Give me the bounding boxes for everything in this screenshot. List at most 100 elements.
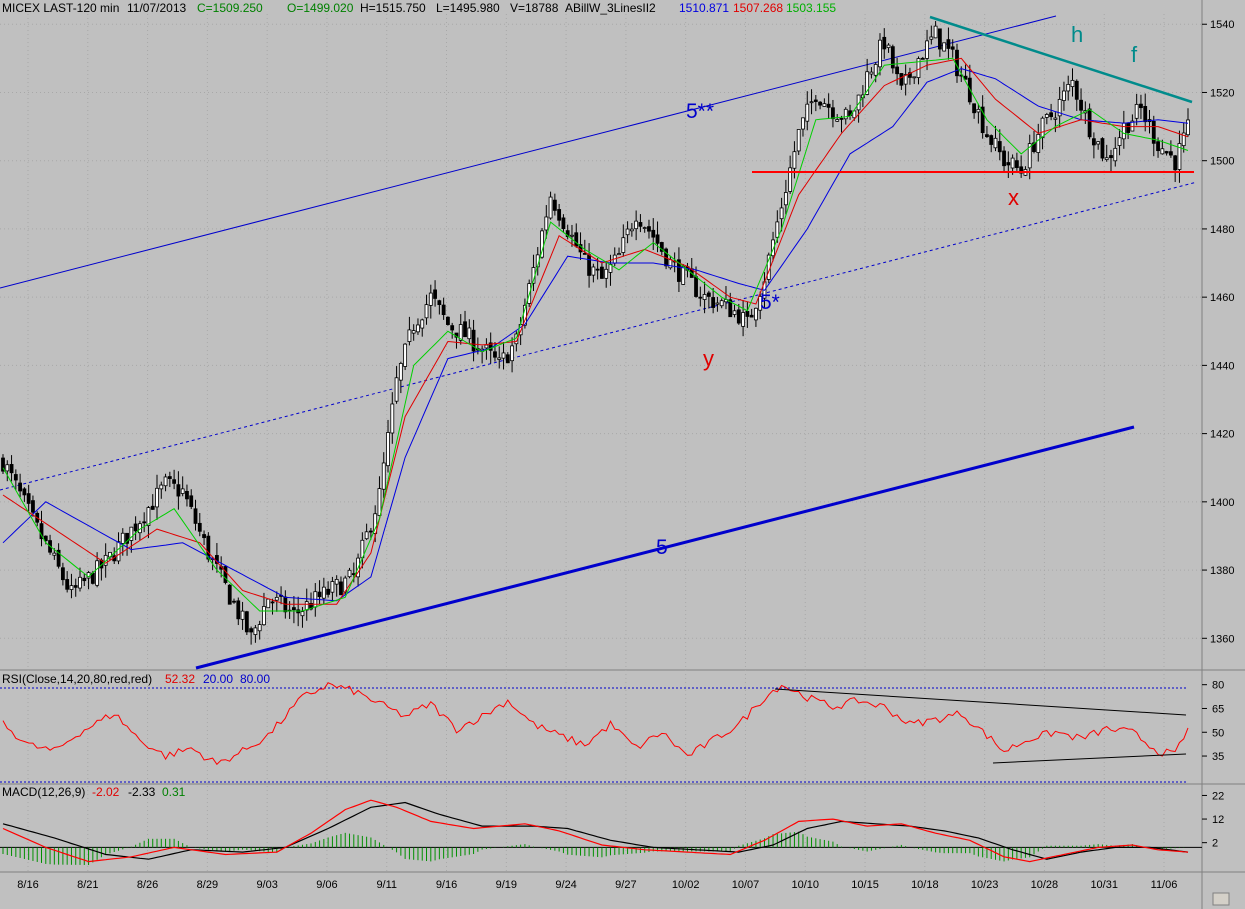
- candle-body: [856, 94, 861, 111]
- candle-body: [719, 300, 724, 307]
- time-tick-label: 8/29: [197, 879, 218, 891]
- candle-body: [197, 522, 202, 532]
- candle-body: [381, 462, 386, 490]
- candle-body: [103, 554, 108, 566]
- candle-body: [912, 76, 917, 79]
- candle-body: [1070, 79, 1075, 88]
- candle-body: [651, 229, 656, 238]
- candle-body: [90, 572, 95, 584]
- candle-body: [150, 505, 155, 510]
- candle-body: [899, 73, 904, 86]
- candle-body: [865, 71, 870, 95]
- candle-body: [411, 330, 416, 334]
- header-indicator: ABillW_3LinesII2: [565, 1, 656, 15]
- candle-body: [60, 567, 65, 581]
- label-x: x: [1008, 185, 1019, 210]
- candle-body: [561, 217, 566, 229]
- rsi-tick-label: 65: [1212, 703, 1224, 715]
- candle-body: [31, 500, 35, 513]
- time-tick-label: 9/11: [376, 879, 397, 891]
- candle-body: [373, 513, 378, 534]
- candle-body: [441, 304, 446, 316]
- label-5: 5: [656, 536, 668, 559]
- candle-body: [574, 232, 579, 247]
- candle-body: [728, 299, 733, 318]
- candle-body: [510, 345, 514, 362]
- candle-body: [159, 484, 164, 490]
- candle-body: [1096, 141, 1101, 145]
- candle-body: [377, 488, 382, 516]
- candle-body: [497, 357, 502, 360]
- candle-body: [801, 117, 805, 130]
- candle-body: [13, 474, 18, 481]
- candle-body: [39, 523, 44, 540]
- header-line-value-1: 1510.871: [679, 1, 729, 15]
- candle-body: [972, 103, 977, 114]
- candle-body: [386, 432, 390, 467]
- price-tick-label: 1540: [1210, 19, 1234, 31]
- candle-body: [1044, 114, 1049, 118]
- candle-body: [745, 310, 750, 317]
- candle-body: [976, 108, 981, 113]
- candle-body: [587, 254, 591, 276]
- candle-body: [274, 596, 279, 601]
- candle-body: [818, 101, 822, 106]
- candle-body: [1057, 98, 1062, 117]
- candle-body: [428, 292, 433, 306]
- candle-body: [621, 237, 626, 253]
- candle-body: [843, 108, 848, 120]
- candle-body: [1181, 132, 1186, 147]
- candle-body: [993, 137, 998, 149]
- candle-body: [309, 603, 313, 610]
- time-tick-label: 9/24: [555, 879, 576, 891]
- candle-body: [347, 569, 352, 578]
- candle-body: [227, 584, 232, 605]
- candle-body: [629, 228, 634, 232]
- candle-body: [758, 296, 763, 311]
- candle-body: [582, 252, 587, 255]
- candle-body: [339, 581, 343, 596]
- candle-body: [617, 253, 621, 256]
- candle-body: [985, 134, 989, 138]
- candle-body: [26, 493, 31, 504]
- candle-body: [1151, 121, 1156, 144]
- candle-body: [946, 39, 951, 49]
- candle-body: [647, 226, 651, 232]
- time-tick-label: 9/19: [496, 879, 517, 891]
- candle-body: [873, 64, 878, 76]
- candle-body: [980, 106, 985, 134]
- candle-body: [925, 40, 929, 59]
- scroll-corner[interactable]: [1212, 892, 1230, 906]
- candle-body: [163, 476, 168, 487]
- axes: 1360 1380 1400 1420 1440 1460 1480 1500 1520 1540…: [17, 19, 1234, 891]
- label-5-double-star: 5**: [686, 100, 714, 123]
- candle-body: [1160, 148, 1165, 155]
- candle-body: [805, 103, 810, 122]
- label-f: f: [1131, 42, 1138, 67]
- rsi-tick-label: 35: [1212, 751, 1224, 763]
- candle-body: [193, 508, 198, 524]
- candle-body: [180, 488, 185, 494]
- candle-body: [677, 259, 681, 282]
- candle-body: [570, 234, 574, 237]
- rsi-tick-label: 80: [1212, 680, 1224, 692]
- candle-body: [458, 324, 463, 341]
- candle-body: [882, 36, 887, 50]
- candle-body: [1104, 157, 1109, 160]
- macd-tick-label: 22: [1212, 790, 1224, 802]
- candle-body: [1079, 99, 1083, 111]
- candle-body: [394, 377, 399, 402]
- candle-body: [22, 488, 27, 496]
- rsi-line: [2, 682, 1189, 766]
- candle-body: [446, 316, 450, 325]
- header-symbol: MICEX LAST-120 min: [2, 1, 119, 15]
- label-y: y: [703, 346, 714, 371]
- candle-body: [1186, 119, 1190, 136]
- header-line-value-3: 1503.155: [786, 1, 836, 15]
- time-tick-label: 10/31: [1090, 879, 1118, 891]
- candle-body: [796, 129, 801, 152]
- macd-header: MACD(12,26,9) -2.02 -2.33 0.31: [2, 785, 186, 799]
- candle-body: [176, 484, 181, 497]
- candle-body: [95, 560, 100, 586]
